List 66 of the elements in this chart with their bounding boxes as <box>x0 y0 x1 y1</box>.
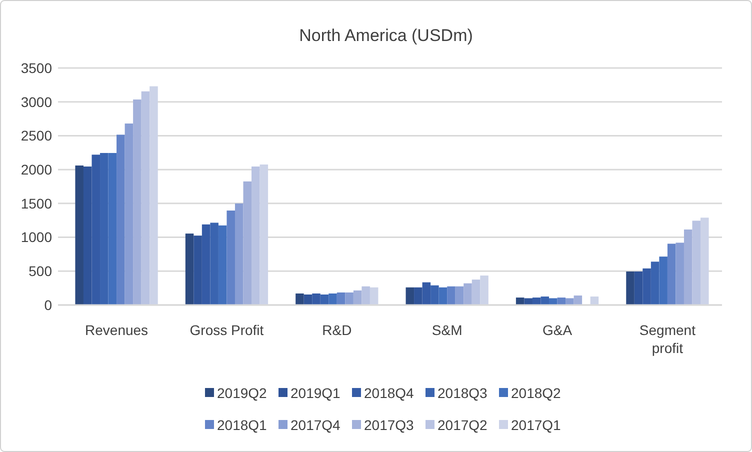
bar <box>296 293 304 305</box>
legend-label: 2019Q2 <box>217 384 268 401</box>
legend-label: 2019Q1 <box>290 384 341 401</box>
y-tick-label: 2500 <box>20 128 52 144</box>
bar <box>516 298 524 305</box>
bar <box>684 230 692 305</box>
x-tick-label: Segment profit <box>639 322 696 356</box>
bar <box>345 292 354 305</box>
x-tick-label: S&M <box>432 322 462 338</box>
bar <box>370 287 378 305</box>
y-tick-label: 1000 <box>20 229 52 246</box>
bar <box>472 280 480 305</box>
x-tick-label: Gross Profit <box>190 322 264 338</box>
y-tick-label: 1500 <box>20 195 52 212</box>
bar <box>133 99 142 305</box>
bar <box>336 292 346 305</box>
y-tick-label: 3500 <box>20 60 52 76</box>
bar <box>700 218 709 305</box>
bar <box>328 293 337 305</box>
bar <box>124 124 134 305</box>
bar <box>455 286 464 305</box>
bar <box>549 298 558 305</box>
bar <box>226 210 235 305</box>
bar <box>626 271 634 305</box>
legend-label: 2018Q3 <box>438 384 488 401</box>
bar <box>150 86 158 305</box>
y-tick-label: 500 <box>28 263 52 280</box>
bar <box>234 203 244 305</box>
legend-label: 2017Q1 <box>511 416 562 433</box>
y-tick-label: 2000 <box>20 161 52 178</box>
bar <box>108 152 117 305</box>
legend-label: 2018Q1 <box>217 416 268 433</box>
bar <box>252 166 260 305</box>
bar <box>260 164 268 305</box>
bar <box>447 286 456 305</box>
legend-label: 2017Q2 <box>438 416 488 433</box>
bar <box>667 244 676 305</box>
legend-label: 2017Q4 <box>290 416 341 433</box>
bar <box>243 181 252 305</box>
bar <box>480 276 488 305</box>
legend-label: 2018Q2 <box>511 384 562 401</box>
bar <box>692 220 701 305</box>
bar <box>406 287 414 305</box>
bar <box>353 290 362 305</box>
x-tick-label: G&A <box>542 322 573 338</box>
x-tick-label: Revenues <box>85 322 148 338</box>
bar <box>676 242 684 305</box>
bar <box>464 283 472 305</box>
bar <box>557 298 566 305</box>
bar <box>590 296 599 305</box>
bar <box>75 166 84 305</box>
legend-label: 2017Q3 <box>364 416 414 433</box>
bar <box>566 298 574 305</box>
bar <box>438 287 448 305</box>
bar <box>141 91 150 305</box>
bar <box>116 134 125 305</box>
bar <box>574 296 582 305</box>
bar <box>659 256 668 305</box>
chart-title: North America (USDm) <box>299 26 473 45</box>
bar <box>185 234 194 305</box>
y-tick-label: 3000 <box>20 94 52 110</box>
bar <box>362 286 370 305</box>
x-tick-label: R&D <box>322 322 352 338</box>
y-tick-label: 0 <box>44 296 52 313</box>
legend-label: 2018Q4 <box>364 384 414 401</box>
bar <box>218 225 227 305</box>
